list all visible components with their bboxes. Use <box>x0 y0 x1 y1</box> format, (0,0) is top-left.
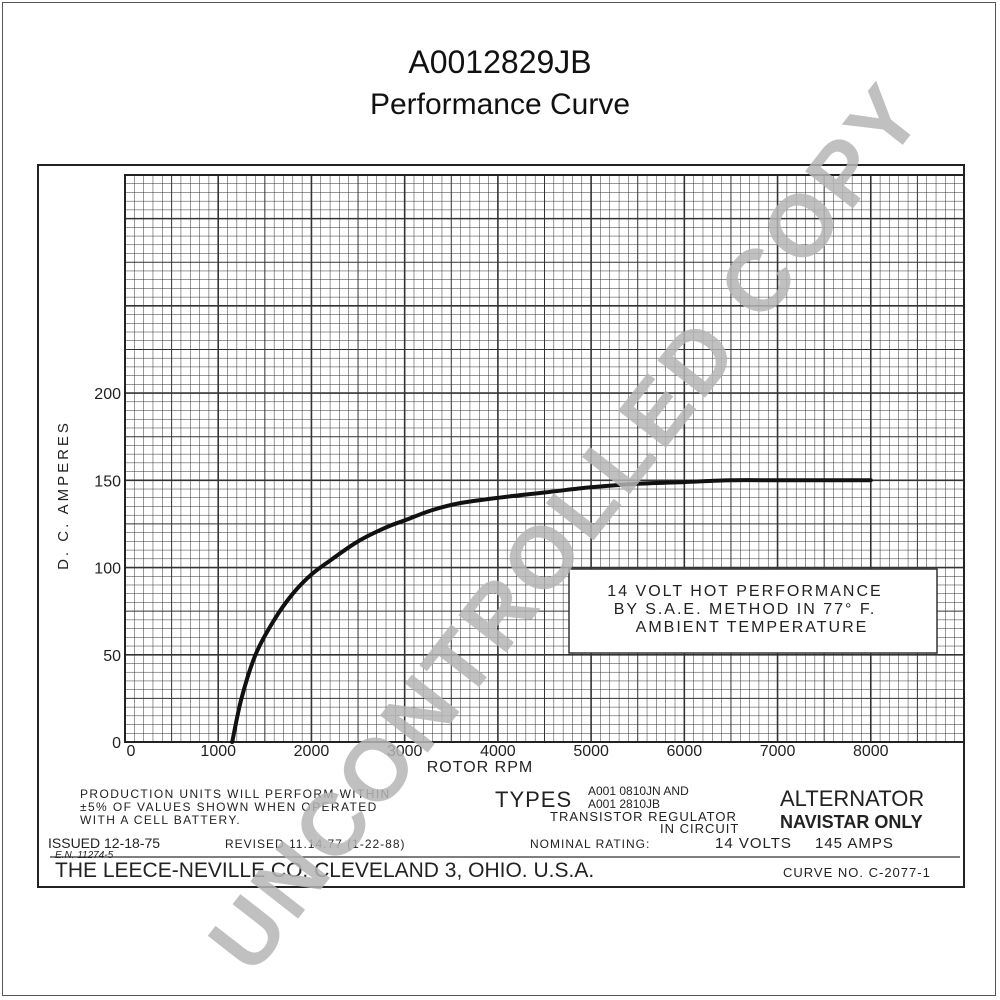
alternator-label: ALTERNATOR <box>780 786 924 811</box>
annotation-line-1: 14 VOLT HOT PERFORMANCE <box>607 583 882 600</box>
navistar-label: NAVISTAR ONLY <box>780 812 923 832</box>
x-tick-label: 0 <box>127 743 136 760</box>
transistor-line-2: IN CIRCUIT <box>660 821 739 836</box>
y-axis-label: D. C. AMPERES <box>55 420 72 570</box>
x-tick-label: 8000 <box>853 743 889 760</box>
company-name: THE LEECE-NEVILLE CO. CLEVELAND 3, OHIO.… <box>55 859 594 882</box>
x-tick-label: 7000 <box>760 743 796 760</box>
revised-date: REVISED 11.14.77 (1-22-88) <box>225 837 406 851</box>
page-title: A0012829JB <box>408 44 592 80</box>
y-tick-label: 100 <box>94 561 121 578</box>
y-tick-label: 200 <box>94 386 121 403</box>
nominal-amps: 145 AMPS <box>815 835 894 852</box>
production-note-line-3: WITH A CELL BATTERY. <box>80 813 241 827</box>
y-tick-label: 150 <box>94 473 121 490</box>
transistor-line-1: TRANSISTOR REGULATOR <box>550 809 737 824</box>
x-tick-label: 3000 <box>387 743 423 760</box>
y-tick-label: 0 <box>112 735 121 752</box>
x-axis-ticks: 0 1000 2000 3000 4000 5000 6000 7000 8000 <box>127 743 889 760</box>
page-subtitle: Performance Curve <box>369 88 631 121</box>
plot-area-border <box>124 174 965 743</box>
annotation-line-3: AMBIENT TEMPERATURE <box>636 619 869 636</box>
nominal-rating-label: NOMINAL RATING: <box>530 837 650 851</box>
issued-date: ISSUED 12-18-75 <box>48 835 160 851</box>
chart-grid <box>124 174 965 743</box>
series-line <box>230 478 873 744</box>
types-line-2: A001 2810JB <box>588 797 660 811</box>
x-tick-label: 4000 <box>480 743 516 760</box>
y-tick-label: 50 <box>103 648 121 665</box>
x-axis-label: ROTOR RPM <box>427 759 533 776</box>
x-tick-label: 6000 <box>667 743 703 760</box>
annotation-line-2: BY S.A.E. METHOD IN 77° F. <box>614 601 877 618</box>
x-tick-label: 2000 <box>294 743 330 760</box>
x-tick-label: 1000 <box>200 743 236 760</box>
y-axis-ticks: 0 50 100 150 200 <box>94 386 121 752</box>
production-note-line-2: ±5% OF VALUES SHOWN WHEN OPERATED <box>80 800 378 814</box>
curve-number: CURVE NO. C-2077-1 <box>783 865 931 880</box>
nominal-volts: 14 VOLTS <box>715 835 792 852</box>
types-label: TYPES <box>495 787 572 812</box>
engineering-number: E.N. 11274-5 <box>55 850 114 861</box>
production-note-line-1: PRODUCTION UNITS WILL PERFORM WITHIN <box>80 787 391 801</box>
types-line-1: A001 0810JN AND <box>588 784 689 798</box>
x-tick-label: 5000 <box>573 743 609 760</box>
annotation-box <box>568 568 938 654</box>
